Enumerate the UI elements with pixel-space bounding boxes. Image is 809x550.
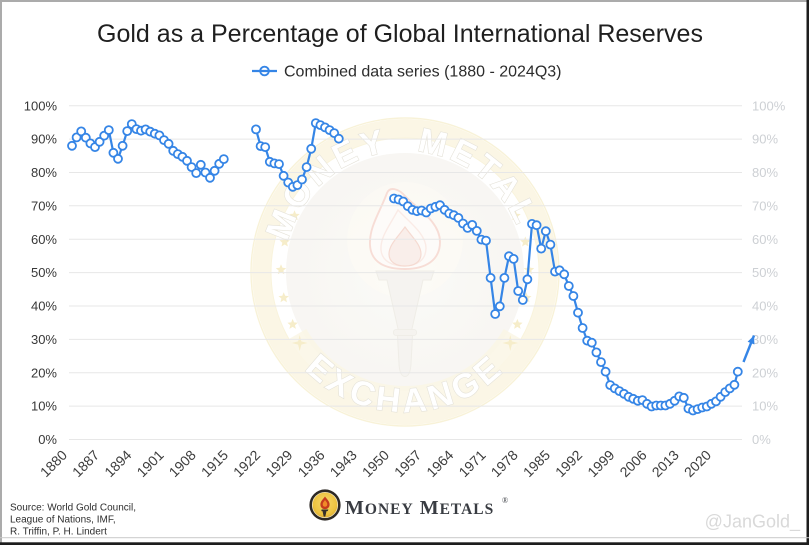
svg-text:10%: 10% bbox=[31, 399, 57, 414]
svg-text:60%: 60% bbox=[31, 232, 57, 247]
svg-text:0%: 0% bbox=[38, 432, 57, 447]
svg-text:Combined data series (1880 - 2: Combined data series (1880 - 2024Q3) bbox=[284, 64, 562, 81]
svg-text:League of Nations, IMF,: League of Nations, IMF, bbox=[10, 515, 116, 526]
svg-text:20%: 20% bbox=[752, 365, 778, 380]
svg-text:Gold as a Percentage of Global: Gold as a Percentage of Global Internati… bbox=[97, 20, 703, 48]
svg-text:40%: 40% bbox=[752, 299, 778, 314]
svg-text:100%: 100% bbox=[24, 98, 58, 113]
svg-text:50%: 50% bbox=[31, 265, 57, 280]
svg-text:70%: 70% bbox=[31, 198, 57, 213]
svg-text:90%: 90% bbox=[752, 132, 778, 147]
svg-text:30%: 30% bbox=[752, 332, 778, 347]
svg-text:0%: 0% bbox=[752, 432, 771, 447]
svg-text:70%: 70% bbox=[752, 198, 778, 213]
svg-text:20%: 20% bbox=[31, 365, 57, 380]
svg-text:60%: 60% bbox=[752, 232, 778, 247]
svg-text:R. Triffin, P. H. Lindert: R. Triffin, P. H. Lindert bbox=[10, 527, 107, 538]
svg-text:80%: 80% bbox=[752, 165, 778, 180]
svg-text:90%: 90% bbox=[31, 132, 57, 147]
svg-text:10%: 10% bbox=[752, 399, 778, 414]
svg-text:30%: 30% bbox=[31, 332, 57, 347]
svg-text:Source: World Gold Council,: Source: World Gold Council, bbox=[10, 503, 136, 514]
svg-text:®: ® bbox=[502, 496, 508, 505]
svg-text:50%: 50% bbox=[752, 265, 778, 280]
svg-text:100%: 100% bbox=[752, 98, 786, 113]
svg-text:40%: 40% bbox=[31, 299, 57, 314]
svg-text:80%: 80% bbox=[31, 165, 57, 180]
svg-text:@JanGold_: @JanGold_ bbox=[705, 512, 801, 533]
svg-text:MONEY METALS: MONEY METALS bbox=[345, 497, 494, 519]
